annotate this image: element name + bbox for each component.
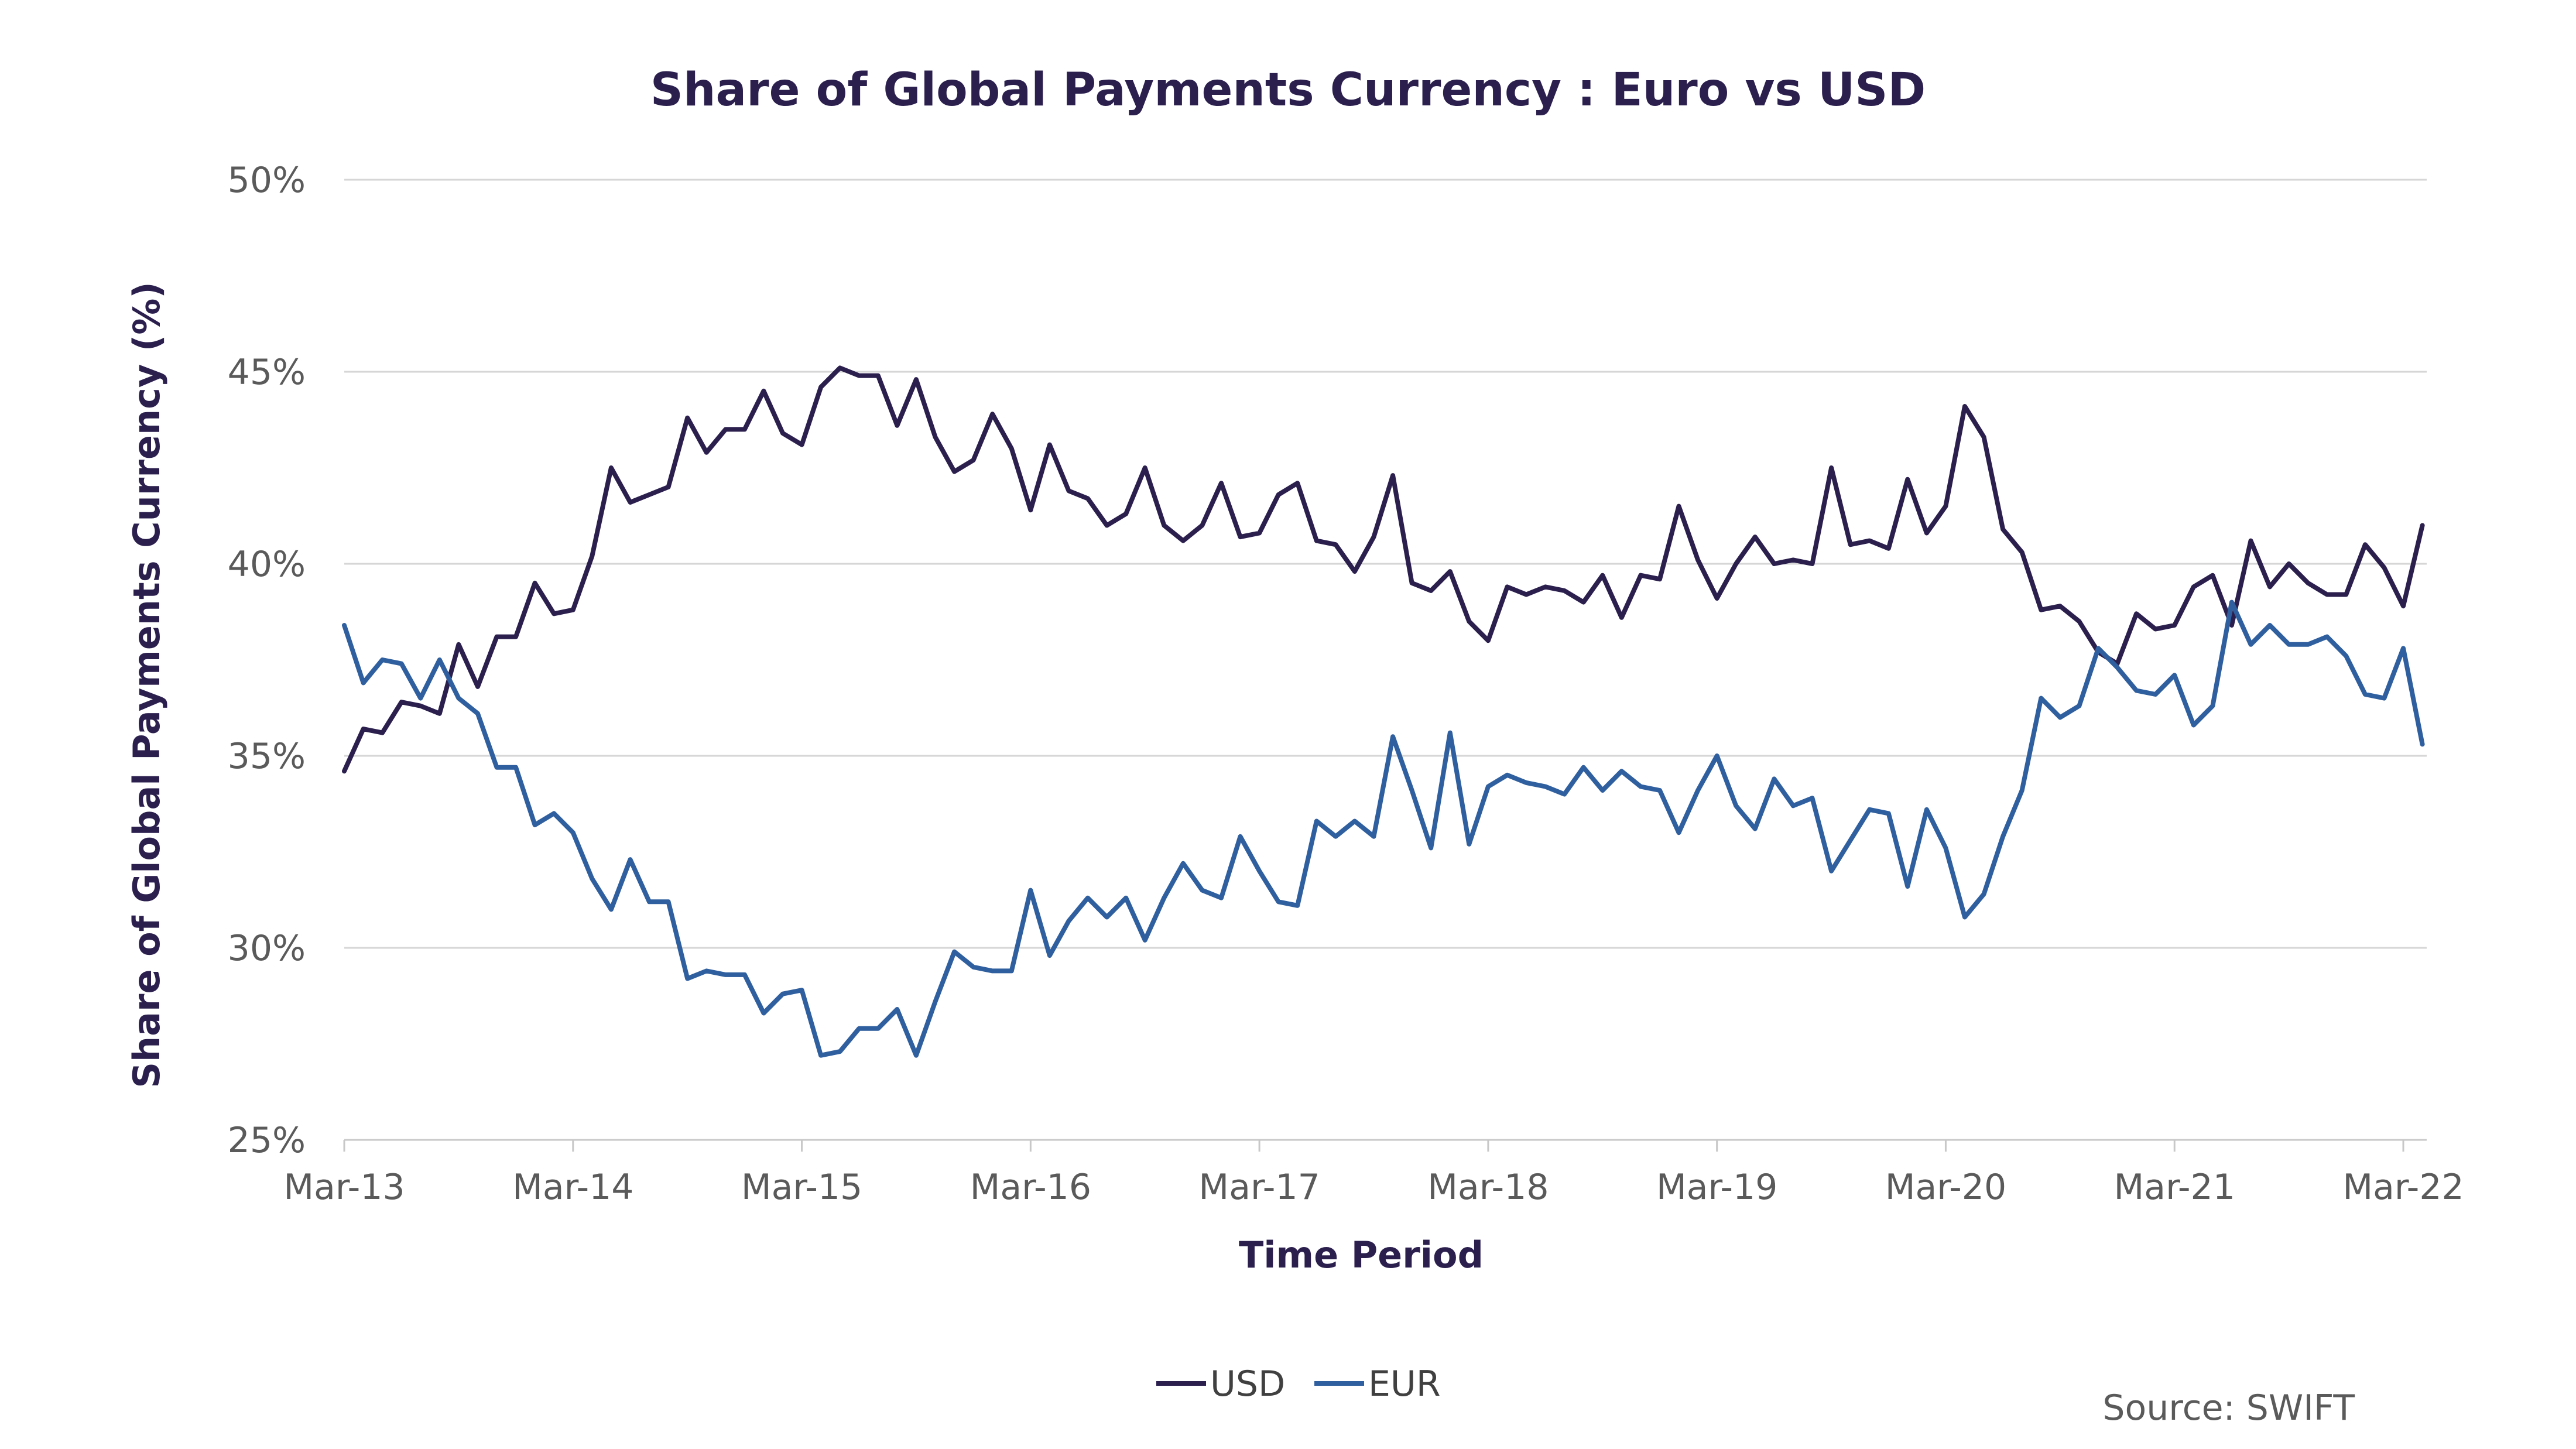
x-tick-label: Mar-14 bbox=[512, 1167, 633, 1208]
y-tick-label: 45% bbox=[228, 352, 306, 393]
y-tick-label: 25% bbox=[228, 1120, 306, 1161]
x-tick-label: Mar-13 bbox=[283, 1167, 405, 1208]
x-tick-label: Mar-16 bbox=[970, 1167, 1091, 1208]
x-axis-ticks: Mar-13 Mar-14 Mar-15 Mar-16 Mar-17 Mar-18 Mar-… bbox=[283, 1140, 2464, 1208]
legend-item-eur: EUR bbox=[1314, 1364, 1441, 1405]
x-tick-label: Mar-20 bbox=[1885, 1167, 2006, 1208]
x-tick-label: Mar-18 bbox=[1427, 1167, 1549, 1208]
x-tick-label: Mar-19 bbox=[1656, 1167, 1777, 1208]
series-line-usd bbox=[342, 365, 2425, 774]
source-note: Source: SWIFT bbox=[2102, 1388, 2355, 1429]
legend-item-usd: USD bbox=[1156, 1364, 1285, 1405]
series-line-eur bbox=[342, 600, 2425, 1058]
series-lines bbox=[342, 365, 2425, 1058]
x-tick-label: Mar-22 bbox=[2342, 1167, 2464, 1208]
y-tick-label: 35% bbox=[228, 736, 306, 777]
gridlines bbox=[344, 179, 2427, 949]
x-tick-label: Mar-21 bbox=[2114, 1167, 2235, 1208]
x-axis-title: Time Period bbox=[1239, 1234, 1484, 1276]
y-axis-title: Share of Global Payments Currency (%) bbox=[125, 282, 168, 1088]
y-tick-label: 50% bbox=[228, 160, 306, 201]
legend: USD EUR bbox=[1156, 1364, 1441, 1405]
x-tick-label: Mar-17 bbox=[1198, 1167, 1320, 1208]
x-tick-label: Mar-15 bbox=[741, 1167, 862, 1208]
legend-label: USD bbox=[1210, 1364, 1285, 1405]
y-tick-label: 40% bbox=[228, 544, 306, 585]
legend-label: EUR bbox=[1368, 1364, 1441, 1405]
y-axis-tick-labels: 25% 30% 35% 40% 45% 50% bbox=[228, 160, 306, 1161]
y-tick-label: 30% bbox=[228, 928, 306, 969]
chart-title: Share of Global Payments Currency : Euro… bbox=[650, 64, 1926, 117]
